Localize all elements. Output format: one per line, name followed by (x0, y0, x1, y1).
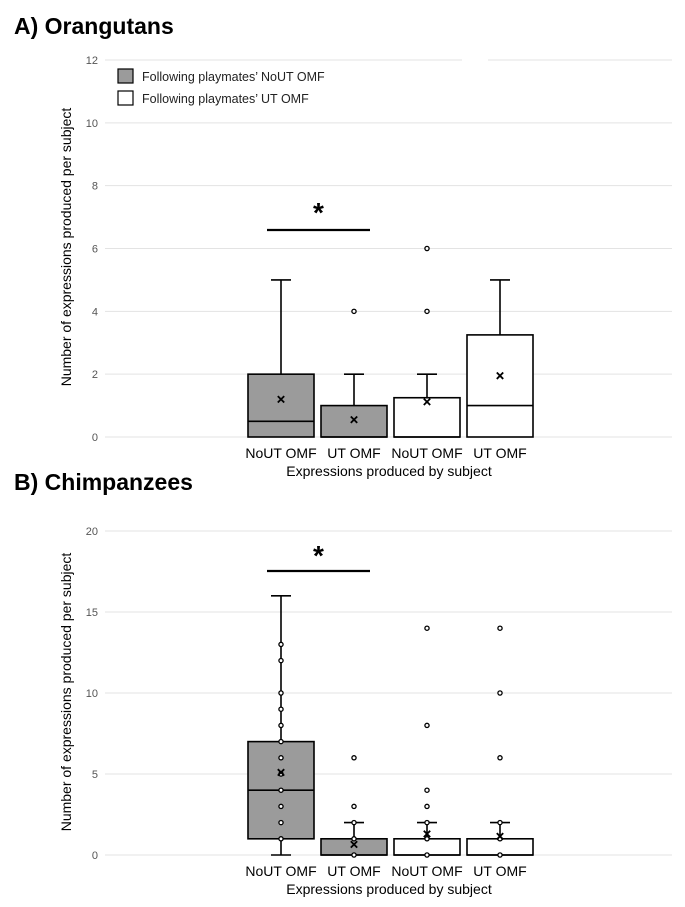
data-point (351, 819, 357, 826)
data-point (424, 787, 430, 793)
box-orangutans-2 (320, 308, 388, 438)
x-category-label: NoUT OMF (245, 445, 316, 461)
data-point (278, 819, 284, 826)
data-point (351, 308, 357, 315)
panel-title-orangutans: A) Orangutans (14, 13, 174, 39)
data-point (278, 690, 284, 696)
data-point (278, 738, 284, 745)
data-point (278, 787, 284, 793)
x-axis-label-chimpanzees: Expressions produced by subject (286, 881, 492, 897)
data-point (424, 819, 430, 826)
panel-title-chimpanzees: B) Chimpanzees (14, 469, 193, 495)
box-body (393, 396, 461, 438)
box-body (466, 334, 534, 438)
y-tick-label: 0 (92, 432, 98, 444)
data-point (424, 836, 430, 842)
x-category-label: UT OMF (473, 863, 526, 879)
mean-marker (423, 397, 431, 406)
data-point (351, 803, 357, 810)
data-point (497, 690, 503, 696)
panel-chimpanzees: B) Chimpanzees 0 5 10 15 20 Number of expres… (14, 469, 672, 897)
y-tick-label: 8 (92, 181, 98, 193)
y-axis-label-chimpanzees: Number of expressions produced per subje… (58, 553, 74, 832)
y-tick-label: 10 (86, 688, 98, 700)
y-tick-label: 0 (92, 850, 98, 862)
data-point (497, 625, 503, 631)
mean-marker (496, 371, 504, 380)
mean-marker (423, 830, 431, 838)
data-point (424, 852, 430, 858)
x-category-label: UT OMF (327, 863, 380, 879)
box-chimpanzees-1 (247, 594, 315, 856)
data-point (278, 836, 284, 842)
legend: Following playmates’ NoUT OMF Following … (117, 68, 325, 106)
box-orangutans-1 (247, 279, 315, 438)
box-chimpanzees-3 (393, 625, 461, 858)
mean-marker (350, 415, 358, 424)
x-category-label: UT OMF (473, 445, 526, 461)
y-tick-label: 6 (92, 244, 98, 256)
box-orangutans-4 (466, 279, 534, 438)
data-point (424, 803, 430, 810)
box-orangutans-3 (393, 245, 461, 438)
data-point (424, 308, 430, 315)
y-tick-label: 5 (92, 769, 98, 781)
legend-label-nout: Following playmates’ NoUT OMF (142, 70, 325, 84)
data-point (278, 657, 284, 664)
mean-marker (277, 768, 285, 777)
data-point (278, 722, 284, 729)
data-point (497, 819, 503, 826)
box-chimpanzees-4 (466, 625, 534, 858)
mean-marker (350, 840, 358, 849)
legend-label-ut: Following playmates’ UT OMF (142, 92, 309, 106)
data-point (351, 755, 357, 761)
data-point (497, 755, 503, 761)
data-point (278, 706, 284, 712)
mean-marker (277, 395, 285, 404)
y-tick-label: 2 (92, 369, 98, 381)
y-axis-label-orangutans: Number of expressions produced per subje… (58, 108, 74, 387)
data-point (278, 755, 284, 761)
y-tick-label: 15 (86, 607, 98, 619)
x-category-label: NoUT OMF (391, 445, 462, 461)
significance-star: * (313, 540, 324, 571)
legend-swatch-ut (117, 90, 134, 106)
data-point (424, 245, 430, 252)
data-point (351, 836, 357, 842)
data-point (424, 722, 430, 729)
data-point (497, 852, 503, 858)
box-body (320, 404, 388, 438)
data-point (424, 625, 430, 631)
y-tick-label: 4 (92, 306, 98, 318)
y-tick-label: 20 (86, 526, 98, 538)
data-point (278, 641, 284, 648)
x-category-label: NoUT OMF (391, 863, 462, 879)
x-category-label: UT OMF (327, 445, 380, 461)
data-point (351, 852, 357, 858)
y-tick-label: 10 (86, 118, 98, 130)
box-chimpanzees-2 (320, 755, 388, 858)
x-axis-label-orangutans: Expressions produced by subject (286, 463, 492, 479)
box-body (247, 373, 315, 438)
panel-orangutans: A) Orangutans 0 2 4 6 8 10 12 Number of expres… (14, 13, 672, 479)
legend-swatch-nout (117, 68, 134, 84)
data-point (278, 803, 284, 810)
x-category-label: NoUT OMF (245, 863, 316, 879)
y-tick-label: 12 (86, 55, 98, 67)
significance-star: * (313, 197, 324, 228)
mean-marker (496, 832, 504, 841)
